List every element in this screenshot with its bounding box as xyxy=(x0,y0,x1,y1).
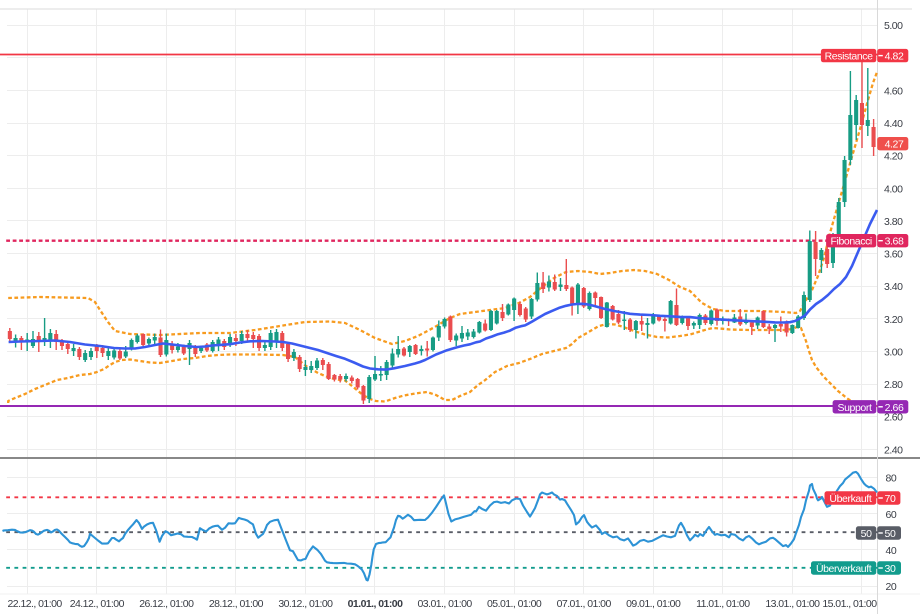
svg-text:20: 20 xyxy=(886,581,897,593)
svg-text:2.40: 2.40 xyxy=(884,444,903,456)
svg-text:22.12., 01:00: 22.12., 01:00 xyxy=(8,598,63,610)
svg-text:3.40: 3.40 xyxy=(884,281,903,293)
svg-text:30.12., 01:00: 30.12., 01:00 xyxy=(278,598,333,610)
svg-text:2.66: 2.66 xyxy=(885,402,904,414)
svg-text:30: 30 xyxy=(885,563,896,575)
svg-text:15.01., 01:00: 15.01., 01:00 xyxy=(822,598,877,610)
svg-text:3.00: 3.00 xyxy=(884,346,903,358)
svg-text:2.60: 2.60 xyxy=(884,412,903,424)
svg-text:3.68: 3.68 xyxy=(885,236,904,248)
svg-text:07.01., 01:00: 07.01., 01:00 xyxy=(557,598,612,610)
svg-text:60: 60 xyxy=(886,509,897,521)
svg-text:11.01., 01:00: 11.01., 01:00 xyxy=(696,598,750,610)
svg-text:4.00: 4.00 xyxy=(884,183,903,195)
svg-text:50: 50 xyxy=(861,528,872,540)
svg-text:24.12., 01:00: 24.12., 01:00 xyxy=(70,598,125,610)
svg-text:Fibonacci: Fibonacci xyxy=(831,236,872,248)
svg-text:3.20: 3.20 xyxy=(884,314,903,326)
svg-text:Support: Support xyxy=(838,402,872,414)
svg-text:50: 50 xyxy=(885,528,896,540)
svg-text:70: 70 xyxy=(885,493,896,505)
svg-text:2.80: 2.80 xyxy=(884,379,903,391)
svg-text:03.01., 01:00: 03.01., 01:00 xyxy=(418,598,473,610)
svg-text:01.01., 01:00: 01.01., 01:00 xyxy=(348,598,403,610)
svg-text:4.27: 4.27 xyxy=(885,139,904,151)
svg-text:4.40: 4.40 xyxy=(884,118,903,130)
svg-text:4.20: 4.20 xyxy=(884,151,903,163)
svg-text:05.01., 01:00: 05.01., 01:00 xyxy=(487,598,542,610)
svg-text:5.00: 5.00 xyxy=(884,20,903,32)
svg-text:28.12., 01:00: 28.12., 01:00 xyxy=(209,598,264,610)
svg-text:4.60: 4.60 xyxy=(884,85,903,97)
svg-text:40: 40 xyxy=(886,545,897,557)
svg-text:80: 80 xyxy=(886,473,897,485)
svg-text:3.80: 3.80 xyxy=(884,216,903,228)
svg-text:09.01., 01:00: 09.01., 01:00 xyxy=(626,598,681,610)
svg-text:13.01., 01:00: 13.01., 01:00 xyxy=(765,598,820,610)
svg-text:Überverkauft: Überverkauft xyxy=(816,563,872,575)
svg-text:Resistance: Resistance xyxy=(825,51,874,63)
svg-text:3.60: 3.60 xyxy=(884,249,903,261)
svg-text:Überkauft: Überkauft xyxy=(829,493,871,505)
svg-text:26.12., 01:00: 26.12., 01:00 xyxy=(139,598,194,610)
svg-text:4.82: 4.82 xyxy=(885,51,904,63)
